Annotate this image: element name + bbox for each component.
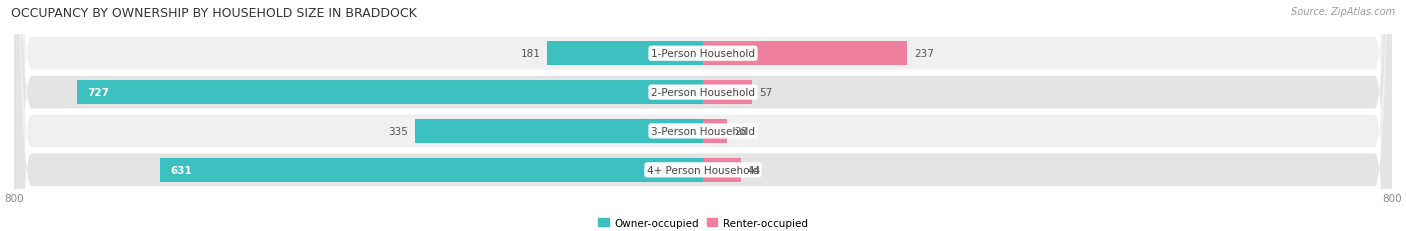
- Bar: [703, 81, 752, 105]
- FancyBboxPatch shape: [14, 0, 1392, 231]
- Bar: [703, 119, 727, 143]
- Bar: [547, 42, 703, 66]
- Bar: [160, 158, 703, 182]
- Bar: [703, 158, 741, 182]
- Text: 2-Person Household: 2-Person Household: [651, 88, 755, 98]
- Legend: Owner-occupied, Renter-occupied: Owner-occupied, Renter-occupied: [599, 218, 807, 228]
- Bar: [415, 119, 703, 143]
- Text: 181: 181: [520, 49, 540, 59]
- Text: 335: 335: [388, 126, 408, 136]
- Text: 237: 237: [914, 49, 934, 59]
- Text: 631: 631: [170, 165, 191, 175]
- FancyBboxPatch shape: [14, 0, 1392, 231]
- FancyBboxPatch shape: [14, 0, 1392, 231]
- Text: OCCUPANCY BY OWNERSHIP BY HOUSEHOLD SIZE IN BRADDOCK: OCCUPANCY BY OWNERSHIP BY HOUSEHOLD SIZE…: [11, 7, 418, 20]
- Text: 3-Person Household: 3-Person Household: [651, 126, 755, 136]
- Text: 57: 57: [759, 88, 772, 98]
- Text: 28: 28: [734, 126, 747, 136]
- Text: 1-Person Household: 1-Person Household: [651, 49, 755, 59]
- Text: 4+ Person Household: 4+ Person Household: [647, 165, 759, 175]
- Bar: [77, 81, 703, 105]
- Bar: [703, 42, 907, 66]
- FancyBboxPatch shape: [14, 0, 1392, 231]
- Text: Source: ZipAtlas.com: Source: ZipAtlas.com: [1291, 7, 1395, 17]
- Text: 44: 44: [748, 165, 761, 175]
- Text: 727: 727: [87, 88, 110, 98]
